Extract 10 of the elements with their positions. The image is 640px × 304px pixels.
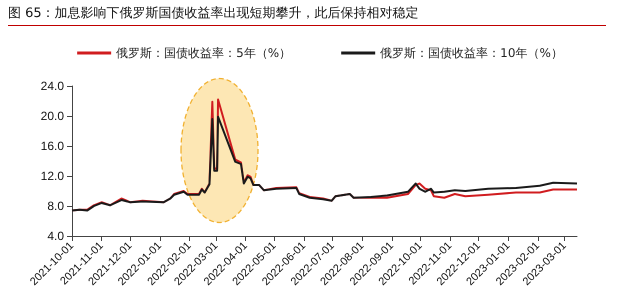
y-tick-label: 16.0 bbox=[40, 139, 64, 153]
line-series bbox=[71, 116, 578, 212]
y-tick-label: 24.0 bbox=[40, 79, 64, 93]
legend-label: 俄罗斯：国债收益率：5年（%） bbox=[116, 46, 292, 60]
y-tick-label: 12.0 bbox=[40, 169, 64, 183]
y-tick-label: 8.0 bbox=[47, 199, 64, 213]
chart-title: 图 65：加息影响下俄罗斯国债收益率出现短期攀升，此后保持相对稳定 bbox=[8, 4, 606, 26]
legend-label: 俄罗斯：国债收益率：10年（%） bbox=[380, 46, 563, 60]
y-tick-label: 4.0 bbox=[47, 229, 64, 243]
y-tick-label: 20.0 bbox=[40, 109, 64, 123]
